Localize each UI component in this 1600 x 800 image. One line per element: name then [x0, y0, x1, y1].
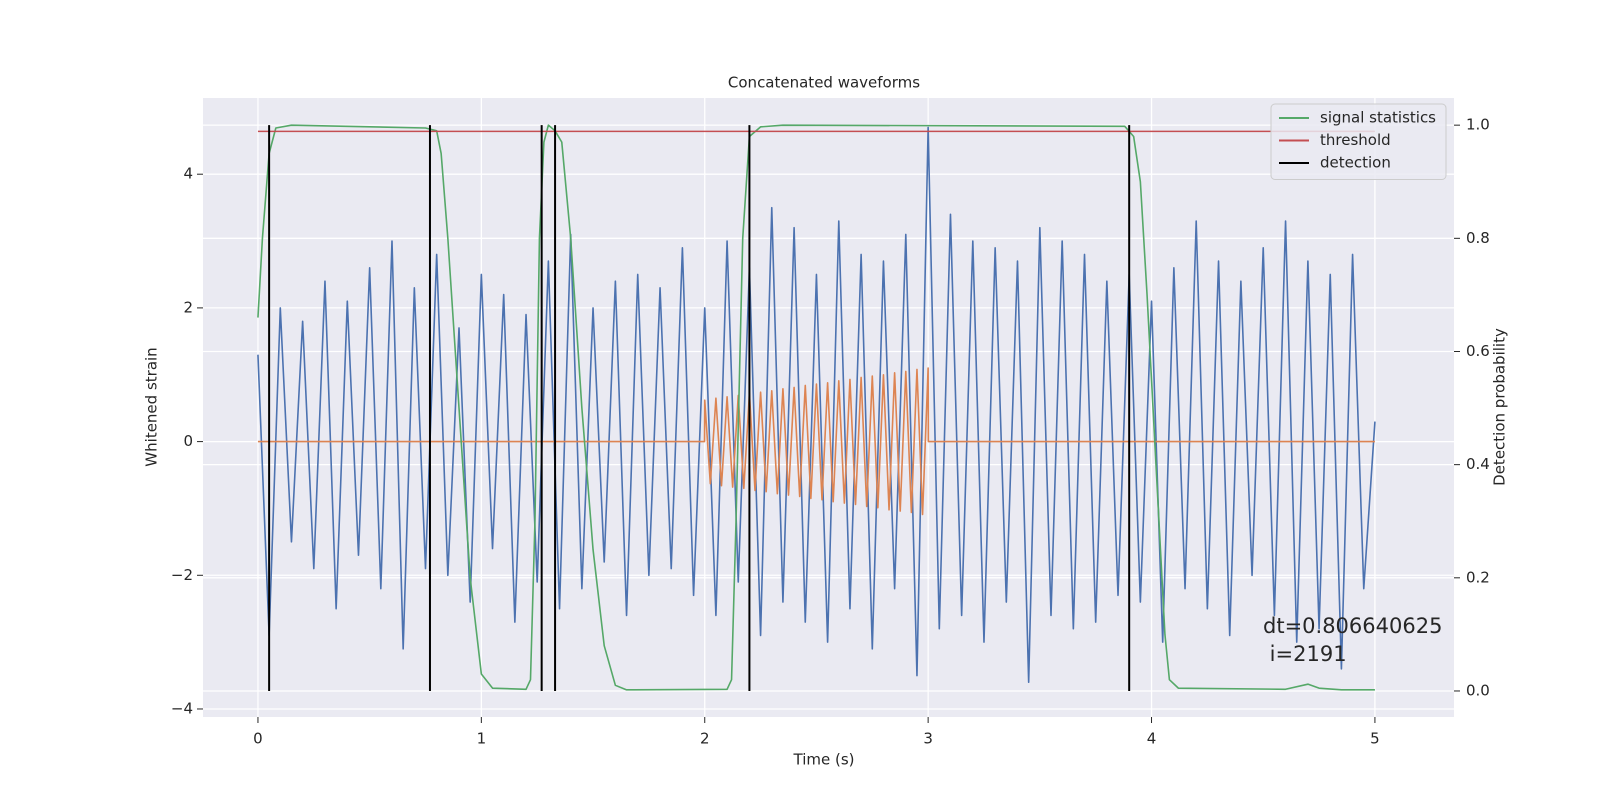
legend: signal statistics threshold detection: [1270, 103, 1447, 180]
y-tick-label: 4: [183, 165, 193, 183]
x-tick-label: 4: [1147, 730, 1157, 748]
axes: 0 1 2 3 4 5 −4 −2 0 2 4 0.0 0.2 0.4 0.6 0.8 1.0: [171, 116, 1490, 748]
legend-box: [1270, 103, 1447, 180]
series-line: [257, 126, 1376, 684]
y-tick-label: 2: [183, 298, 193, 316]
legend-label: detection: [1320, 154, 1391, 172]
y-tick-label: −4: [171, 699, 193, 717]
chart-title: Concatenated waveforms: [728, 74, 920, 92]
legend-label: threshold: [1320, 131, 1391, 149]
legend-label: signal statistics: [1320, 109, 1436, 127]
y2-tick-label: 0.2: [1466, 568, 1490, 586]
y2-axis-label: Detection probability: [1491, 328, 1509, 486]
x-tick-label: 2: [700, 730, 710, 748]
y2-tick-label: 0.8: [1466, 229, 1490, 247]
x-tick-label: 1: [477, 730, 487, 748]
y-tick-label: 0: [183, 432, 193, 450]
annotation: i=2191: [1263, 642, 1347, 666]
x-tick-label: 0: [253, 730, 263, 748]
series-line: [257, 124, 1375, 691]
x-axis-label: Time (s): [793, 751, 855, 769]
marks: [257, 124, 1376, 691]
y2-tick-label: 0.0: [1466, 681, 1490, 699]
annotation: dt=0.806640625: [1263, 614, 1442, 638]
series-line: [257, 367, 1375, 516]
y-tick-label: −2: [171, 566, 193, 584]
y2-tick-label: 0.6: [1466, 342, 1490, 360]
y2-tick-label: 0.4: [1466, 455, 1490, 473]
x-tick-label: 5: [1370, 730, 1380, 748]
y-axis-label: Whitened strain: [143, 347, 161, 466]
y2-tick-label: 1.0: [1466, 116, 1490, 134]
x-tick-label: 3: [923, 730, 933, 748]
